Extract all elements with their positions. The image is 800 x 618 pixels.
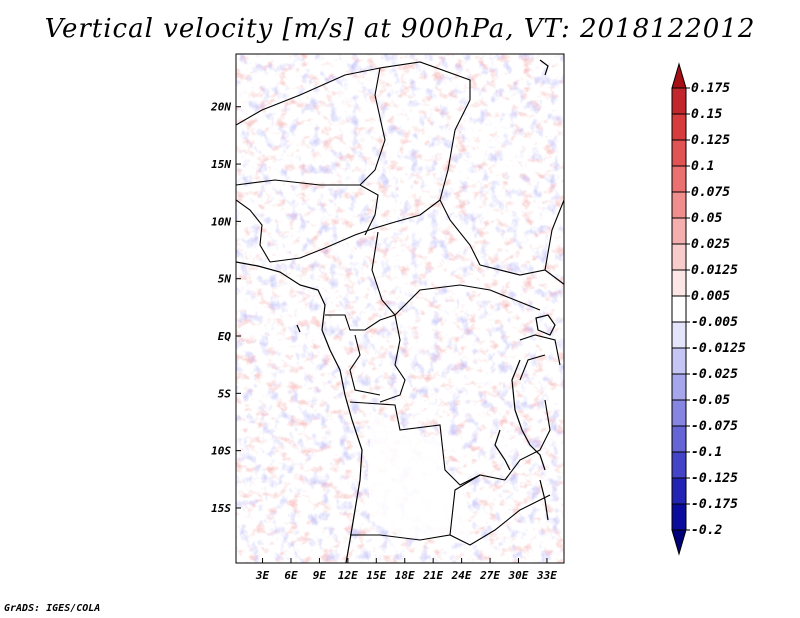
coastline	[236, 59, 556, 563]
colorbar-swatch	[671, 347, 687, 375]
colorbar-label: 0.15	[691, 107, 722, 122]
colorbar-swatch	[671, 295, 687, 323]
colorbar-swatch	[671, 399, 687, 427]
colorbar-swatch	[671, 503, 687, 531]
colorbar-swatch	[671, 87, 687, 115]
lon-label: 21E	[422, 569, 443, 582]
country-borders	[236, 61, 564, 546]
lat-label: 10S	[211, 445, 231, 458]
colorbar-swatch	[671, 269, 687, 297]
colorbar-label: -0.0125	[691, 341, 746, 356]
colorbar-swatch	[671, 451, 687, 479]
lon-label: 30E	[508, 569, 529, 582]
colorbar-label: -0.2	[691, 523, 722, 538]
lat-label: 20N	[210, 101, 231, 114]
lon-label: 33E	[536, 569, 557, 582]
grads-credit: GrADS: IGES/COLA	[4, 603, 101, 614]
colorbar-label: -0.025	[691, 367, 738, 382]
lon-label: 3E	[255, 569, 270, 582]
longitude-axis: 3E 6E 9E 12E 15E 18E 21E 24E 27E 30E 33E	[255, 558, 557, 582]
colorbar-swatch	[671, 321, 687, 349]
colorbar-label: 0.005	[691, 289, 730, 304]
colorbar-label: -0.175	[691, 497, 738, 512]
colorbar-swatch	[671, 139, 687, 167]
lon-label: 9E	[313, 569, 327, 582]
colorbar: 0.175 0.15 0.125 0.1 0.075 0.05 0.025 0.0125 0.0…	[671, 62, 746, 556]
lat-label: 15N	[211, 158, 231, 171]
colorbar-label: 0.075	[691, 185, 730, 200]
lat-label: 10N	[211, 215, 231, 228]
colorbar-swatch	[671, 477, 687, 505]
lat-label: EQ	[218, 330, 232, 343]
colorbar-swatch	[671, 191, 687, 219]
colorbar-swatch	[671, 373, 687, 401]
colorbar-swatch	[671, 165, 687, 193]
lon-label: 27E	[479, 569, 500, 582]
colorbar-label: -0.1	[691, 445, 722, 460]
colorbar-label: 0.125	[691, 133, 730, 148]
colorbar-swatch	[671, 113, 687, 141]
colorbar-label: -0.005	[691, 315, 738, 330]
colorbar-swatch	[671, 217, 687, 245]
lon-label: 6E	[284, 569, 298, 582]
vertical-velocity-field	[236, 54, 564, 563]
colorbar-label: 0.025	[691, 237, 730, 252]
colorbar-swatch	[671, 425, 687, 453]
colorbar-label: 0.0125	[691, 263, 738, 278]
colorbar-bottom-arrow	[671, 529, 687, 556]
latitude-axis: 20N 15N 10N 5N EQ 5S 10S 15S	[210, 101, 241, 515]
lat-label: 5S	[218, 387, 232, 400]
colorbar-label: -0.125	[691, 471, 738, 486]
lat-label: 15S	[211, 502, 231, 515]
lon-label: 15E	[366, 569, 386, 582]
colorbar-label: 0.05	[691, 211, 722, 226]
colorbar-label: 0.175	[691, 81, 730, 96]
lon-label: 18E	[395, 569, 415, 582]
lon-label: 12E	[338, 569, 358, 582]
colorbar-top-arrow	[671, 62, 687, 89]
colorbar-label: -0.075	[691, 419, 738, 434]
colorbar-swatch	[671, 243, 687, 271]
lat-label: 5N	[218, 273, 232, 286]
colorbar-label: 0.1	[691, 159, 714, 174]
lon-label: 24E	[451, 569, 472, 582]
colorbar-label: -0.05	[691, 393, 730, 408]
map-title: Vertical velocity [m/s] at 900hPa, VT: 2…	[44, 14, 756, 44]
map-frame	[235, 53, 565, 564]
